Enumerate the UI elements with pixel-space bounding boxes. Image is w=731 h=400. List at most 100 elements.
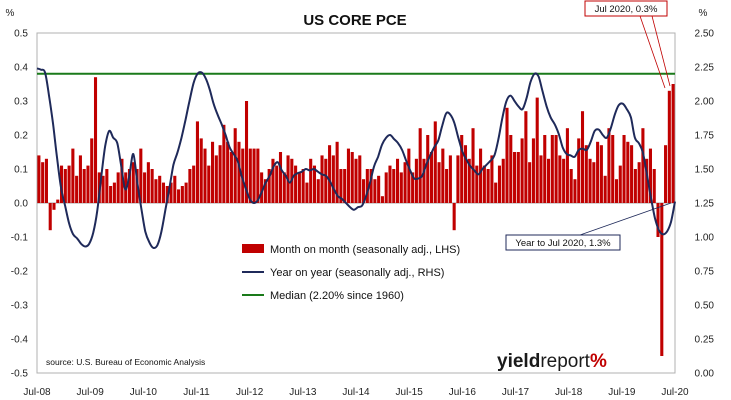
bar bbox=[403, 162, 407, 203]
bar bbox=[452, 203, 456, 231]
annotation-mom: Jul 2020, 0.3% bbox=[584, 0, 671, 89]
bar bbox=[309, 158, 313, 203]
left-tick-label: 0.2 bbox=[14, 131, 28, 142]
annotation-yoy-leader bbox=[579, 202, 672, 236]
bar bbox=[596, 141, 600, 203]
bar bbox=[531, 138, 535, 203]
x-tick-label: Jul-08 bbox=[23, 387, 51, 398]
bar bbox=[294, 165, 298, 203]
bar bbox=[343, 169, 347, 203]
bar bbox=[569, 169, 573, 203]
bar bbox=[543, 135, 547, 203]
bar bbox=[75, 175, 79, 203]
bar bbox=[56, 199, 60, 203]
bar bbox=[316, 179, 320, 203]
right-tick-label: 2.50 bbox=[695, 29, 715, 40]
x-tick-label: Jul-09 bbox=[77, 387, 105, 398]
bar bbox=[448, 155, 452, 203]
annotation-mom-text: Jul 2020, 0.3% bbox=[595, 4, 658, 15]
bar bbox=[328, 145, 332, 203]
bar bbox=[384, 172, 388, 203]
right-tick-label: 1.25 bbox=[695, 199, 715, 210]
left-tick-label: 0.5 bbox=[14, 29, 28, 40]
bar bbox=[614, 179, 619, 203]
bar bbox=[573, 179, 577, 203]
left-axis-unit: % bbox=[6, 8, 15, 19]
bar bbox=[354, 158, 358, 203]
bar bbox=[301, 169, 305, 203]
bar bbox=[494, 182, 498, 203]
bar bbox=[414, 158, 418, 203]
bar bbox=[554, 135, 558, 203]
bar bbox=[305, 182, 309, 203]
bar bbox=[441, 148, 445, 203]
bar bbox=[618, 165, 622, 203]
bar bbox=[120, 158, 124, 203]
bar bbox=[467, 158, 471, 203]
legend: Month on month (seasonally adj., LHS) Ye… bbox=[242, 244, 460, 302]
bar bbox=[44, 158, 48, 203]
annotation-yoy-text: Year to Jul 2020, 1.3% bbox=[515, 238, 611, 249]
bar bbox=[233, 128, 237, 203]
bar bbox=[320, 155, 324, 203]
bar bbox=[433, 121, 437, 203]
bar bbox=[550, 135, 554, 203]
bar bbox=[546, 158, 551, 203]
left-tick-label: -0.3 bbox=[11, 301, 29, 312]
bar bbox=[535, 97, 539, 203]
bar bbox=[580, 111, 585, 203]
legend-label-mom: Month on month (seasonally adj., LHS) bbox=[270, 244, 460, 256]
svg-text:yieldreport%: yieldreport% bbox=[497, 351, 607, 372]
bar bbox=[648, 148, 652, 203]
right-tick-label: 0.25 bbox=[695, 335, 715, 346]
bar bbox=[645, 158, 649, 203]
bar bbox=[109, 186, 113, 203]
bar bbox=[237, 141, 241, 203]
bar bbox=[146, 162, 150, 203]
x-tick-label: Jul-16 bbox=[449, 387, 477, 398]
bar bbox=[199, 138, 203, 203]
bar bbox=[173, 175, 177, 203]
x-tick-label: Jul-18 bbox=[555, 387, 583, 398]
x-axis: Jul-08 Jul-09 Jul-10 Jul-11 Jul-12 Jul-13 Jul-… bbox=[23, 387, 689, 398]
bar bbox=[78, 155, 82, 203]
bar bbox=[282, 172, 286, 203]
bar bbox=[211, 141, 215, 203]
bar bbox=[256, 148, 260, 203]
bar bbox=[52, 203, 56, 210]
bar bbox=[373, 179, 377, 203]
bar bbox=[105, 169, 109, 203]
bar bbox=[539, 155, 543, 203]
right-tick-label: 1.75 bbox=[695, 131, 715, 142]
annotation-mom-leader-2 bbox=[651, 15, 671, 87]
right-axis-unit: % bbox=[699, 8, 708, 19]
bar bbox=[664, 145, 668, 203]
bar bbox=[161, 182, 166, 203]
bar bbox=[48, 203, 52, 231]
bar bbox=[565, 128, 569, 203]
bar bbox=[365, 169, 369, 203]
bar bbox=[252, 148, 256, 203]
bar bbox=[271, 158, 275, 203]
bar bbox=[588, 158, 592, 203]
bar bbox=[641, 128, 645, 203]
bar bbox=[558, 155, 562, 203]
bar bbox=[509, 135, 513, 203]
bar bbox=[460, 135, 464, 203]
bar bbox=[116, 172, 120, 203]
bar bbox=[248, 148, 252, 203]
bar bbox=[528, 162, 532, 203]
bar bbox=[350, 152, 354, 203]
bar bbox=[358, 155, 362, 203]
bar bbox=[479, 148, 483, 203]
annotation-yoy: Year to Jul 2020, 1.3% bbox=[505, 202, 672, 251]
bar bbox=[154, 179, 158, 203]
bar bbox=[335, 141, 339, 203]
bar bbox=[562, 158, 566, 203]
bar bbox=[633, 169, 637, 203]
left-axis: 0.5 0.4 0.3 0.2 0.1 0.0 -0.1 -0.2 -0.3 -0.4 -0.5 bbox=[11, 29, 29, 380]
bar bbox=[660, 203, 664, 356]
bar bbox=[192, 165, 196, 203]
bar bbox=[82, 169, 86, 203]
bar bbox=[195, 121, 199, 203]
